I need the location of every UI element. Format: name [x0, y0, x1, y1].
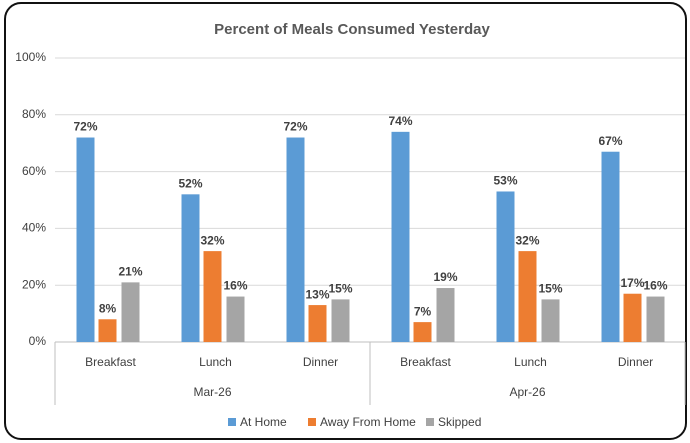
data-label: 52% — [178, 176, 202, 190]
x-tick-label: Dinner — [618, 355, 653, 369]
data-label: 8% — [99, 301, 117, 315]
x-tick-label: Lunch — [514, 355, 547, 369]
bar — [623, 293, 642, 342]
chart-border — [4, 2, 687, 440]
y-tick-label: 20% — [22, 277, 46, 291]
bar — [646, 296, 665, 342]
bar — [331, 299, 350, 342]
data-label: 32% — [515, 233, 539, 247]
data-label: 16% — [643, 279, 667, 293]
y-tick-label: 80% — [22, 107, 46, 121]
data-label: 21% — [118, 265, 142, 279]
legend-label: Skipped — [438, 415, 481, 429]
data-label: 72% — [283, 120, 307, 134]
group-label: Apr-26 — [509, 385, 545, 399]
y-tick-label: 100% — [15, 50, 46, 64]
bar — [226, 296, 245, 342]
data-label: 7% — [414, 304, 432, 318]
bar — [203, 251, 222, 342]
x-tick-label: Breakfast — [85, 355, 136, 369]
bar — [413, 322, 432, 342]
data-label: 15% — [538, 282, 562, 296]
legend-swatch — [426, 418, 434, 426]
data-label: 32% — [200, 233, 224, 247]
x-tick-label: Breakfast — [400, 355, 451, 369]
x-tick-label: Dinner — [303, 355, 338, 369]
bar — [308, 305, 327, 342]
bar — [76, 137, 95, 342]
data-label: 74% — [388, 114, 412, 128]
group-label: Mar-26 — [193, 385, 231, 399]
data-label: 72% — [73, 120, 97, 134]
bar — [391, 131, 410, 342]
legend-swatch — [308, 418, 316, 426]
bar — [181, 194, 200, 342]
data-label: 13% — [305, 287, 329, 301]
bar — [496, 191, 515, 342]
data-label: 53% — [493, 174, 517, 188]
chart-title: Percent of Meals Consumed Yesterday — [214, 21, 490, 38]
bar — [121, 282, 140, 342]
legend-label: Away From Home — [320, 415, 416, 429]
bar — [541, 299, 560, 342]
data-label: 67% — [598, 134, 622, 148]
data-label: 19% — [433, 270, 457, 284]
bar — [518, 251, 537, 342]
x-tick-label: Lunch — [199, 355, 232, 369]
bar — [98, 319, 117, 342]
bar — [436, 288, 455, 342]
data-label: 17% — [620, 276, 644, 290]
legend-label: At Home — [240, 415, 287, 429]
legend-swatch — [228, 418, 236, 426]
y-tick-label: 40% — [22, 221, 46, 235]
y-tick-label: 0% — [29, 334, 47, 348]
data-label: 16% — [223, 279, 247, 293]
bar — [286, 137, 305, 342]
data-label: 15% — [328, 282, 352, 296]
bar — [601, 151, 620, 342]
y-tick-label: 60% — [22, 164, 46, 178]
